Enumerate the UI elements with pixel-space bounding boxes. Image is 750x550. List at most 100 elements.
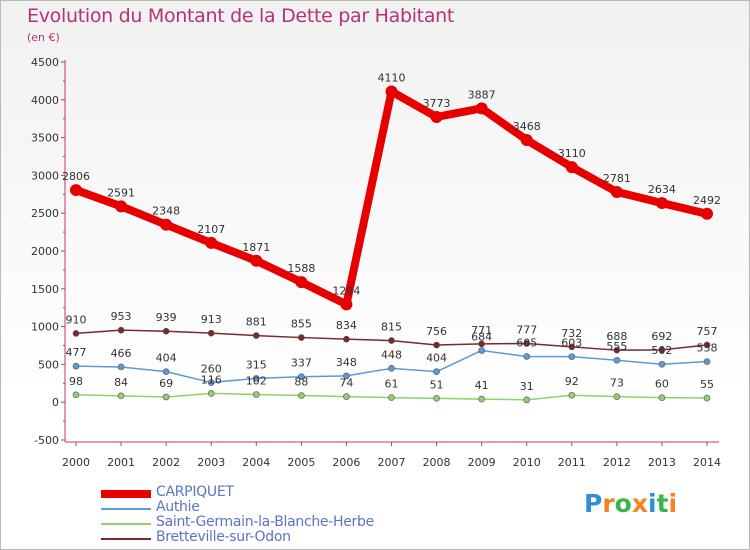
x-tick-label: 2009 — [468, 456, 496, 469]
data-label: 348 — [336, 356, 357, 369]
data-point — [703, 358, 711, 365]
data-point — [70, 184, 82, 197]
data-label: 732 — [561, 327, 582, 340]
data-label: 404 — [156, 352, 177, 365]
data-point — [478, 347, 485, 354]
data-label: 3468 — [513, 120, 541, 133]
data-label: 61 — [385, 378, 399, 391]
data-label: 2806 — [62, 170, 90, 183]
logo-letter: o — [614, 489, 632, 518]
x-tick-label: 2007 — [378, 456, 406, 469]
data-point — [252, 375, 260, 382]
data-point — [160, 218, 173, 231]
data-point — [72, 391, 80, 399]
data-label: 1871 — [242, 241, 270, 254]
x-tick-label: 2013 — [648, 456, 676, 469]
data-label: 692 — [651, 330, 672, 343]
data-point — [520, 134, 533, 147]
data-point — [162, 327, 170, 335]
data-point — [703, 394, 711, 402]
data-point — [207, 329, 215, 337]
data-label: 3887 — [468, 88, 496, 101]
data-point — [207, 390, 215, 397]
data-label: 92 — [565, 375, 579, 388]
data-label: 102 — [246, 374, 267, 387]
logo-letter: r — [602, 489, 615, 518]
series-line-carpiquet — [72, 87, 711, 309]
data-label: 913 — [201, 313, 222, 326]
legend-label: Saint-Germain-la-Blanche-Herbe — [156, 514, 374, 530]
data-label: 757 — [697, 325, 718, 338]
x-tick-label: 2014 — [693, 456, 721, 469]
y-tick-label: 0 — [52, 396, 59, 409]
x-tick-label: 2000 — [62, 456, 90, 469]
x-tick-label: 2001 — [107, 456, 135, 469]
data-label: 815 — [381, 321, 402, 334]
data-point — [610, 185, 623, 198]
data-point — [568, 353, 576, 360]
x-tick-label: 2006 — [332, 456, 360, 469]
data-label: 910 — [66, 313, 87, 326]
data-point — [298, 392, 305, 399]
data-label: 684 — [471, 330, 492, 343]
y-tick-label: 4500 — [31, 56, 59, 69]
data-point — [478, 395, 485, 403]
data-label: 466 — [111, 347, 132, 360]
data-label: 881 — [246, 316, 267, 329]
data-label: 31 — [520, 380, 534, 393]
data-point — [117, 392, 125, 400]
y-tick-label: 500 — [38, 358, 59, 371]
data-point — [72, 330, 80, 337]
data-label: 605 — [516, 336, 537, 349]
data-point — [162, 368, 170, 375]
y-tick-label: 2000 — [31, 245, 59, 258]
data-label: 88 — [294, 376, 308, 389]
data-label: 502 — [651, 344, 672, 357]
data-label: 41 — [475, 379, 489, 392]
data-point — [295, 276, 308, 289]
data-point — [475, 102, 488, 115]
data-label: 2781 — [603, 172, 631, 185]
legend-swatch — [101, 490, 151, 498]
data-label: 756 — [426, 325, 447, 338]
data-label: 3773 — [423, 97, 451, 110]
data-label: 771 — [471, 324, 492, 337]
x-tick-label: 2012 — [603, 456, 631, 469]
data-point — [433, 395, 440, 402]
chart-subtitle: (en €) — [27, 31, 60, 44]
y-tick-label: 3500 — [31, 132, 59, 145]
chart-title: Evolution du Montant de la Dette par Hab… — [27, 5, 455, 27]
data-point — [613, 346, 621, 354]
logo-letter: P — [584, 489, 603, 518]
data-label: 73 — [610, 377, 624, 390]
legend-label: Bretteville-sur-Odon — [156, 529, 291, 545]
data-label: 688 — [606, 330, 627, 343]
proxiti-logo: Proxiti — [584, 489, 677, 518]
y-tick-label: 4000 — [31, 94, 59, 107]
data-label: 855 — [291, 318, 312, 331]
data-label: 1294 — [332, 284, 360, 297]
data-point — [388, 365, 395, 372]
data-label: 315 — [246, 358, 267, 371]
data-point — [433, 341, 440, 349]
data-point — [388, 394, 395, 401]
data-point — [478, 340, 485, 348]
data-point — [658, 394, 666, 401]
data-point — [523, 396, 531, 404]
data-point — [252, 332, 260, 339]
data-label: 953 — [111, 310, 132, 323]
x-tick-label: 2003 — [197, 456, 225, 469]
data-point — [433, 368, 440, 375]
legend-swatch — [101, 538, 151, 540]
data-label: 4110 — [378, 71, 406, 84]
legend-swatch — [101, 508, 151, 510]
data-label: 69 — [159, 377, 173, 390]
data-point — [343, 335, 350, 343]
data-label: 538 — [697, 342, 718, 355]
x-tick-label: 2004 — [242, 456, 270, 469]
y-tick-label: 1000 — [31, 321, 59, 334]
data-label: 3110 — [558, 147, 586, 160]
logo-letter: i — [668, 489, 678, 518]
data-label: 1588 — [287, 262, 315, 275]
